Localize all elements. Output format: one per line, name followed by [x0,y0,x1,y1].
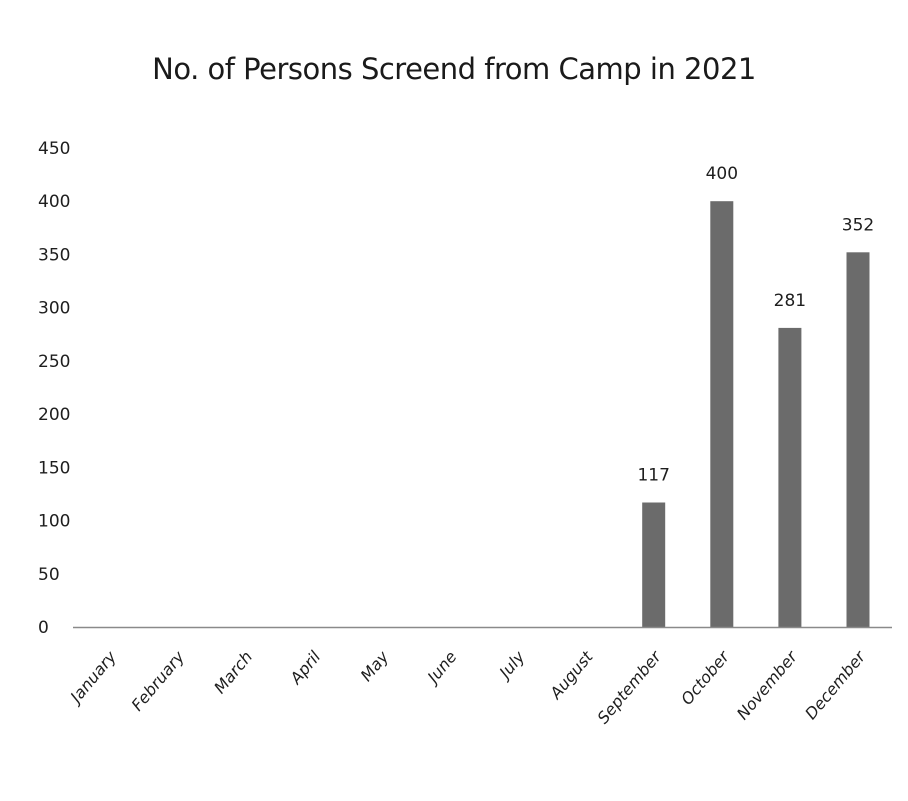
x-tick-label-july: July [494,647,529,684]
x-tick-label-october: October [677,646,734,708]
x-tick-label-november: November [733,646,802,723]
x-tick-label-june: June [422,647,461,688]
data-label-october: 400 [706,164,738,184]
y-tick-label: 0 [38,618,49,638]
x-tick-label-may: May [357,647,393,685]
bar-series [642,201,870,628]
y-tick-label: 200 [38,405,70,425]
y-tick-label: 400 [38,192,70,212]
data-label-september: 117 [637,466,669,486]
x-tick-label-march: March [210,647,256,697]
y-tick-label: 450 [38,139,70,159]
x-axis-tick-labels: January February March April May June July Augu… [65,646,870,727]
y-tick-label: 150 [38,458,70,478]
data-labels: 117 400 281 352 [637,164,874,485]
bar-september [642,502,666,627]
bar-october [710,201,734,627]
x-tick-label-september: September [593,646,665,727]
data-label-december: 352 [842,215,874,235]
x-tick-label-april: April [286,647,325,688]
y-tick-label: 50 [38,565,60,585]
x-tick-label-december: December [801,646,870,723]
bar-november [778,327,802,627]
chart-title: No. of Persons Screend from Camp in 2021 [152,52,756,86]
y-tick-label: 100 [38,512,70,532]
x-tick-label-august: August [545,647,597,703]
data-label-november: 281 [774,291,806,311]
x-tick-label-february: February [127,647,188,715]
x-tick-label-january: January [65,647,121,708]
y-tick-label: 250 [38,352,70,372]
y-tick-label: 350 [38,245,70,265]
bar-december [846,252,870,628]
y-axis-tick-labels: 0 50 100 150 200 250 300 350 400 450 [38,139,70,638]
y-tick-label: 300 [38,299,70,319]
